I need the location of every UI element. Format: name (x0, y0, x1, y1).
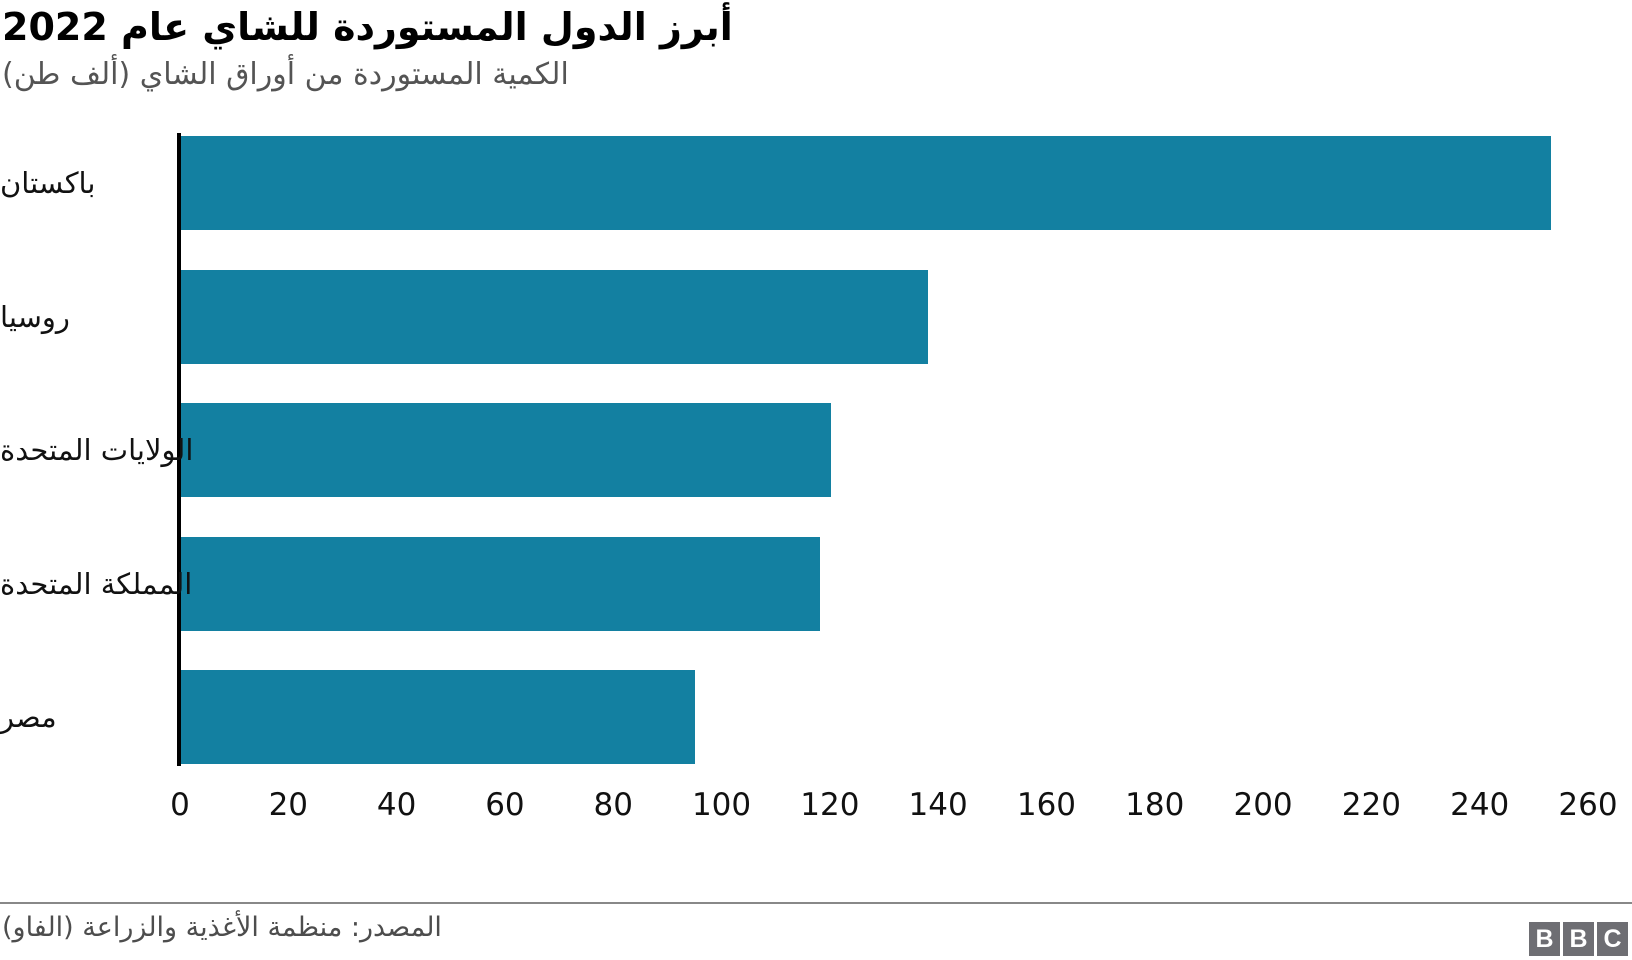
x-tick-label: 260 (1558, 787, 1618, 823)
x-tick-label: 60 (485, 787, 525, 823)
chart-title: أبرز الدول المستوردة للشاي عام 2022 (2, 5, 733, 49)
footer-divider (0, 902, 1632, 904)
bbc-logo-letter: B (1563, 922, 1594, 956)
bar (181, 670, 696, 764)
bar (181, 136, 1552, 230)
x-tick-label: 120 (800, 787, 860, 823)
x-tick-label: 40 (376, 787, 417, 823)
x-tick-label: 20 (268, 787, 309, 823)
x-tick-label: 200 (1233, 787, 1293, 823)
bar (181, 536, 820, 631)
category-label: المملكة المتحدة (0, 566, 193, 601)
chart-subtitle: الكمية المستوردة من أوراق الشاي (ألف طن) (2, 57, 569, 92)
x-tick-label: 180 (1125, 787, 1185, 823)
x-tick-label: 80 (593, 787, 633, 823)
source-caption: المصدر: منظمة الأغذية والزراعة (الفاو) (2, 912, 442, 943)
bbc-logo-letter: C (1597, 922, 1628, 956)
x-tick-label: 140 (908, 787, 968, 823)
bbc-logo-letter: B (1529, 922, 1560, 956)
category-label: روسيا (0, 299, 70, 334)
y-axis-line (177, 133, 181, 766)
x-tick-label: 240 (1450, 787, 1510, 823)
x-tick-label: 220 (1341, 787, 1401, 823)
bar (181, 269, 929, 364)
x-tick-label: 160 (1016, 787, 1077, 823)
bar (181, 403, 831, 497)
category-label: مصر (0, 700, 57, 734)
category-label: الولايات المتحدة (0, 433, 194, 467)
x-tick-label: 100 (691, 787, 752, 823)
x-tick-label: 0 (170, 787, 190, 823)
category-label: باكستان (0, 166, 96, 200)
